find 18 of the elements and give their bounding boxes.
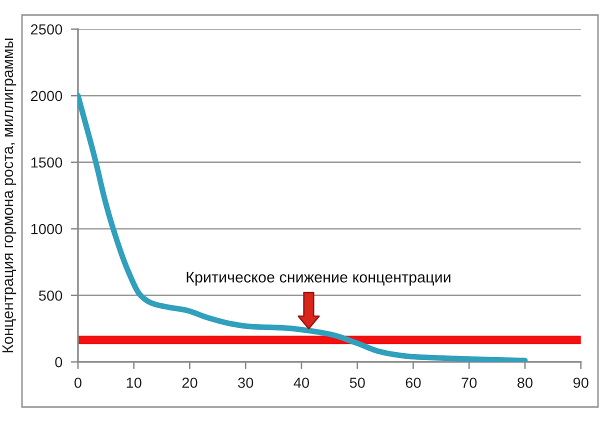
annotation: Критическое снижение концентрации	[186, 272, 450, 286]
x-tick-label: 60	[406, 378, 421, 388]
y-tick-label: 500	[38, 290, 62, 301]
y-tick-label: 1000	[31, 224, 62, 234]
y-tick-label: 2500	[30, 24, 62, 35]
x-tick-label: 80	[517, 378, 533, 388]
y-axis-title: Концентрация гормона роста, миллиграммы	[2, 38, 16, 352]
x-tick-label: 10	[126, 378, 142, 388]
x-tick-label: 40	[294, 378, 310, 388]
x-tick-label: 0	[74, 378, 82, 388]
x-tick-label: 70	[462, 378, 477, 388]
x-tick-label: 30	[238, 378, 254, 388]
y-tick-label: 1500	[31, 157, 62, 168]
x-tick-label: 50	[350, 378, 365, 388]
y-tick-label: 0	[55, 357, 62, 368]
x-tick-label: 90	[573, 378, 588, 388]
y-tick-label: 2000	[30, 90, 62, 102]
x-tick-label: 20	[182, 378, 198, 388]
